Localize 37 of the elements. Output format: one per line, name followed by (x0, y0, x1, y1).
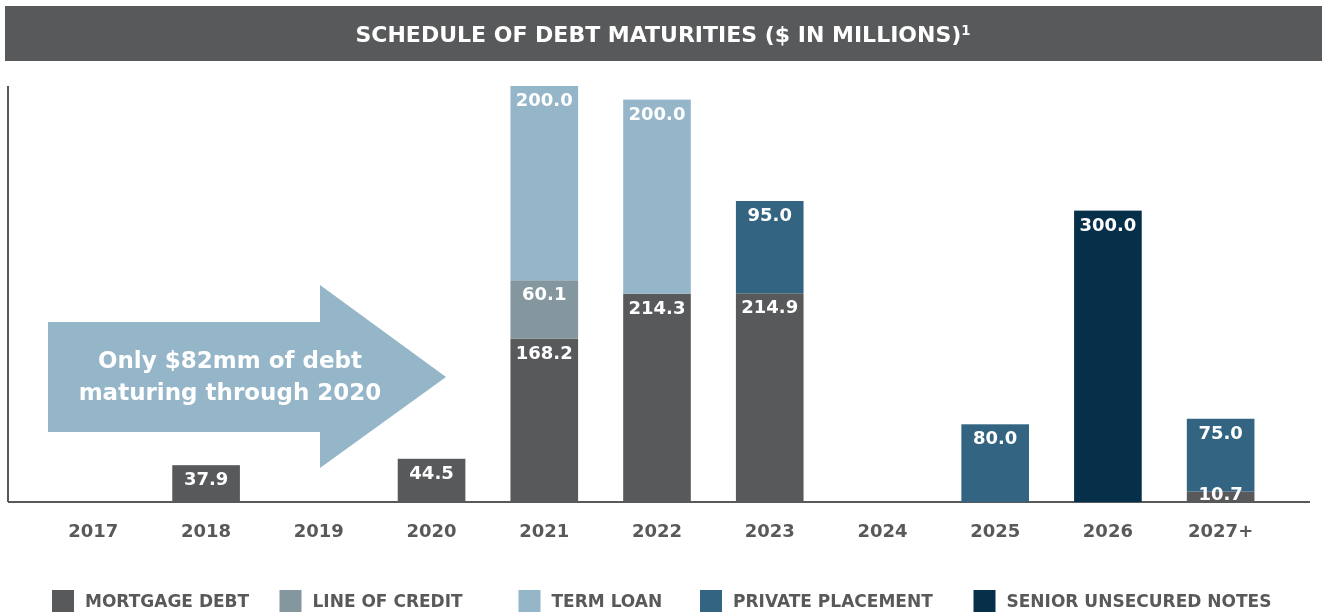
bar (623, 99, 691, 294)
data-label: 214.9 (741, 296, 799, 318)
x-tick-label: 2019 (293, 520, 344, 541)
x-tick-label: 2020 (406, 520, 457, 541)
data-label: 200.0 (515, 89, 573, 110)
data-label: 95.0 (747, 204, 792, 225)
data-label: 60.1 (522, 283, 567, 305)
chart-title: SCHEDULE OF DEBT MATURITIES ($ IN MILLIONS)$^{1}$ (355, 22, 971, 47)
x-tick-label: 2022 (631, 520, 683, 541)
legend-label: TERM LOAN (551, 591, 663, 611)
data-label: 168.2 (515, 341, 573, 363)
legend-label: MORTGAGE DEBT (85, 591, 250, 611)
x-tick-label: 2023 (744, 520, 795, 541)
x-tick-label: 2026 (1082, 520, 1133, 541)
x-tick-label: 2024 (857, 520, 908, 541)
data-label: 300.0 (1079, 213, 1137, 235)
bar (735, 201, 804, 294)
data-label: 214.3 (628, 296, 686, 318)
data-label: 37.9 (183, 468, 229, 490)
legend-label: PRIVATE PLACEMENT (733, 591, 934, 611)
x-tick-label: 2021 (519, 520, 570, 541)
legend-label: SENIOR UNSECURED NOTES (1006, 591, 1272, 611)
annotation: Only $82mm of debt maturing through 2020 (78, 347, 382, 405)
data-label: 80.0 (972, 427, 1018, 449)
data-label: 44.5 (409, 461, 454, 483)
data-label: 75.0 (1198, 421, 1243, 443)
x-tick-label: 2017 (68, 520, 119, 541)
bar (510, 280, 579, 339)
x-tick-label: 2018 (181, 520, 232, 541)
x-tick-label: 2025 (970, 520, 1021, 541)
x-tick-label: 2027+ (1188, 520, 1254, 541)
data-label: 200.0 (628, 102, 686, 124)
bar (1074, 210, 1142, 502)
bar (961, 424, 1029, 502)
legend-label: LINE OF CREDIT (312, 591, 464, 611)
bar (510, 86, 579, 281)
data-label: 10.7 (1198, 483, 1243, 504)
